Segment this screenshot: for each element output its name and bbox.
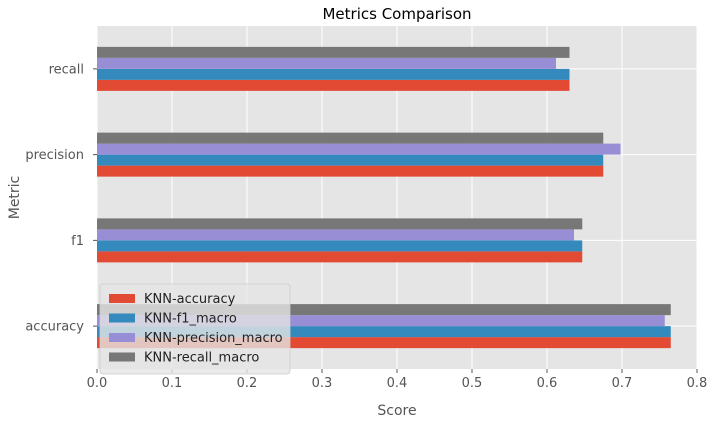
legend-swatch <box>109 294 135 303</box>
legend: KNN-accuracy KNN-f1_macro KNN-precision_ma… <box>99 283 291 375</box>
legend-label: KNN-recall_macro <box>144 351 259 366</box>
x-tick-label: 0.0 <box>87 376 108 391</box>
legend-label: KNN-accuracy <box>144 292 236 307</box>
y-tick-label: precision <box>25 148 84 163</box>
x-axis-label: Score <box>377 403 416 419</box>
y-tick-label: accuracy <box>25 320 84 335</box>
bar-KNN-accuracy-f1 <box>97 251 583 263</box>
bar-KNN-f1_macro-precision <box>97 154 604 166</box>
x-tick-label: 0.7 <box>612 376 633 391</box>
x-tick-label: 0.2 <box>237 376 258 391</box>
y-tick-label: f1 <box>71 234 84 249</box>
x-axis-ticks: 0.0 0.1 0.2 0.3 0.4 0.5 0.6 0.7 0.8 <box>87 369 708 391</box>
bar-KNN-recall_macro-precision <box>97 132 604 144</box>
legend-box <box>99 283 291 375</box>
bars <box>97 46 671 349</box>
x-tick-label: 0.5 <box>462 376 483 391</box>
legend-label: KNN-f1_macro <box>144 312 237 327</box>
bar-KNN-f1_macro-f1 <box>97 240 583 252</box>
legend-swatch <box>109 333 135 342</box>
x-tick-label: 0.1 <box>162 376 183 391</box>
bar-KNN-precision_macro-f1 <box>97 229 574 241</box>
bar-KNN-precision_macro-precision <box>97 143 621 155</box>
bar-KNN-f1_macro-recall <box>97 68 570 80</box>
bar-KNN-recall_macro-accuracy <box>97 304 671 316</box>
x-tick-label: 0.6 <box>537 376 558 391</box>
x-tick-label: 0.3 <box>312 376 333 391</box>
bar-KNN-precision_macro-accuracy <box>97 315 665 327</box>
bar-KNN-recall_macro-recall <box>97 46 570 58</box>
y-axis-ticks: accuracy f1 precision recall <box>25 62 97 335</box>
bar-KNN-f1_macro-accuracy <box>97 326 671 338</box>
x-tick-label: 0.8 <box>687 376 708 391</box>
y-axis-label: Metric <box>7 176 23 220</box>
bar-KNN-precision_macro-recall <box>97 57 556 69</box>
chart-title: Metrics Comparison <box>322 5 471 23</box>
x-tick-label: 0.4 <box>387 376 408 391</box>
legend-swatch <box>109 313 135 323</box>
legend-swatch <box>109 352 135 362</box>
bar-KNN-accuracy-recall <box>97 79 570 91</box>
bar-KNN-recall_macro-f1 <box>97 218 583 230</box>
legend-label: KNN-precision_macro <box>144 331 283 346</box>
bar-KNN-accuracy-accuracy <box>97 337 671 349</box>
bar-KNN-accuracy-precision <box>97 165 604 177</box>
y-tick-label: recall <box>49 62 84 77</box>
